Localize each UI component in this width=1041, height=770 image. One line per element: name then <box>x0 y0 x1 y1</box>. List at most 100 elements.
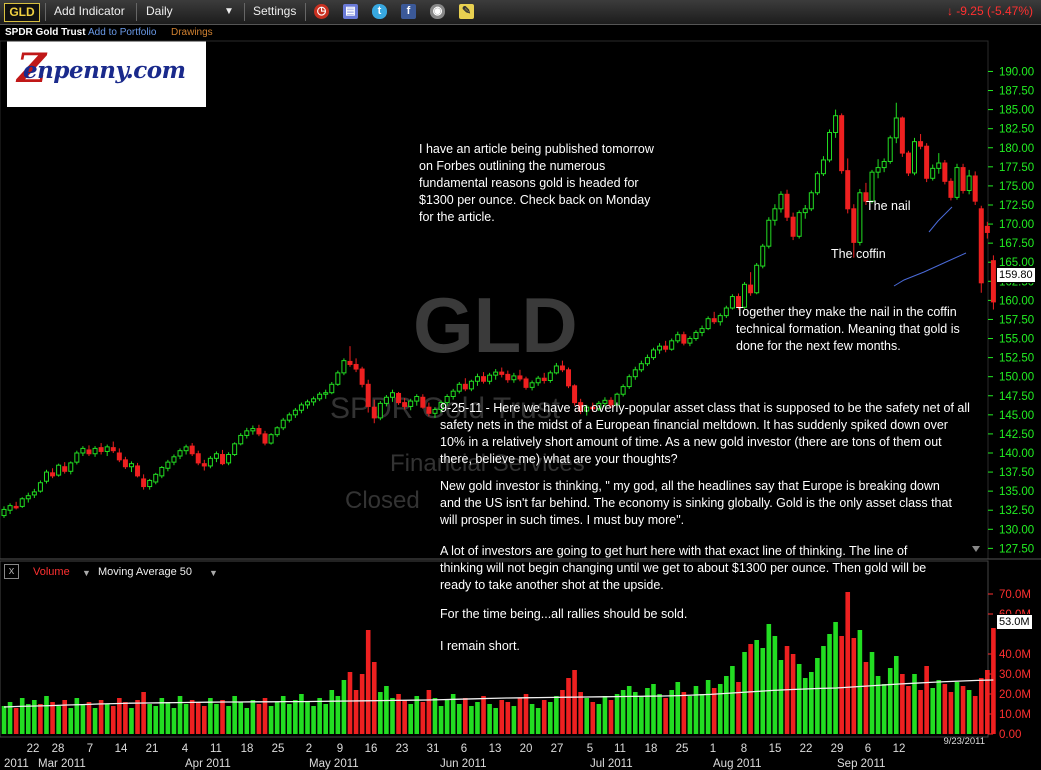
candle-body <box>7 505 13 511</box>
volume-bar <box>347 672 353 734</box>
candle-body <box>887 137 893 162</box>
date-day-label: 20 <box>520 743 533 755</box>
candle-body <box>742 283 748 308</box>
candle-body <box>620 386 626 395</box>
volume-bar <box>56 706 61 734</box>
date-month-label: Mar 2011 <box>38 758 86 770</box>
price-tick-label: 135.00 <box>999 486 1034 498</box>
volume-bar <box>572 670 577 734</box>
settings-button[interactable]: Settings <box>253 4 297 18</box>
candle-body <box>74 452 80 463</box>
chevron-down-icon[interactable]: ▼ <box>82 568 91 578</box>
volume-bar <box>948 692 954 734</box>
candle-body <box>43 471 49 482</box>
volume-tick-label: 20.0M <box>999 689 1031 701</box>
drawings-link[interactable]: Drawings <box>171 27 213 38</box>
candle-body <box>25 495 31 500</box>
candle-body <box>687 338 693 344</box>
volume-bar <box>511 706 517 734</box>
volume-bar <box>578 692 583 734</box>
volume-bar <box>608 700 614 734</box>
volume-bar <box>487 704 492 734</box>
candle-body <box>948 180 954 198</box>
camera-icon[interactable]: ◉ <box>430 4 445 19</box>
volume-bar <box>875 676 881 734</box>
price-tick-label: 167.50 <box>999 238 1034 250</box>
volume-bar <box>238 702 244 734</box>
date-day-label: 22 <box>27 743 40 755</box>
volume-bar <box>942 684 948 734</box>
twitter-icon[interactable]: t <box>372 4 387 19</box>
candle-body <box>632 369 638 378</box>
volume-bar <box>378 692 383 734</box>
chevron-down-icon[interactable]: ▼ <box>224 6 234 17</box>
candle-body <box>250 428 256 432</box>
facebook-icon[interactable]: f <box>401 4 416 19</box>
end-date-label: 9/23/2011 <box>943 736 985 747</box>
volume-bar <box>475 702 480 734</box>
candle-body <box>748 284 754 294</box>
note-icon[interactable]: ✎ <box>459 4 474 19</box>
close-icon[interactable]: x <box>4 564 19 579</box>
date-day-label: 18 <box>645 743 658 755</box>
candle-body <box>547 372 553 381</box>
volume-bar <box>505 702 511 734</box>
volume-bar <box>469 706 474 734</box>
volume-bar <box>893 656 899 734</box>
volume-bar <box>839 636 844 734</box>
candle-body <box>98 447 104 452</box>
candle-body <box>244 430 250 436</box>
interval-select[interactable]: Daily <box>146 4 173 18</box>
add-indicator-button[interactable]: Add Indicator <box>54 4 125 18</box>
chevron-down-icon[interactable]: ▼ <box>209 568 218 578</box>
volume-bar <box>299 694 304 734</box>
volume-bar <box>541 700 547 734</box>
candle-body <box>669 340 675 350</box>
volume-tick-label: 70.0M <box>999 589 1031 601</box>
zenpenny-logo[interactable]: Z enpenny.com <box>7 41 206 107</box>
toolbar-separator <box>136 3 137 21</box>
price-tick-label: 132.50 <box>999 505 1034 517</box>
candle-body <box>414 396 420 402</box>
candle-body <box>268 434 274 444</box>
candle-body <box>535 377 541 384</box>
ma-indicator-label[interactable]: Moving Average 50 <box>98 566 192 578</box>
volume-bar <box>906 686 911 734</box>
candle-body <box>286 414 292 421</box>
candle-body <box>863 192 869 202</box>
symbol-box[interactable]: GLD <box>4 3 40 22</box>
candle-body <box>602 399 608 404</box>
candle-body <box>942 162 948 182</box>
candle-body <box>389 392 395 398</box>
add-to-portfolio-link[interactable]: Add to Portfolio <box>88 27 157 38</box>
candle-body <box>274 427 280 436</box>
alarm-clock-icon[interactable]: ◷ <box>314 4 329 19</box>
candle-body <box>213 453 219 459</box>
candle-body <box>893 117 899 139</box>
volume-bar <box>499 700 505 734</box>
volume-bar <box>226 706 231 734</box>
volume-bar <box>323 704 329 734</box>
portfolio-icon[interactable]: ▤ <box>343 4 358 19</box>
volume-bar <box>523 694 529 734</box>
candle-body <box>444 396 450 404</box>
candle-body <box>456 383 462 392</box>
volume-bar <box>614 694 620 734</box>
volume-bar <box>918 690 923 734</box>
volume-bar <box>80 704 86 734</box>
candle-body <box>341 360 347 374</box>
volume-indicator-label[interactable]: Volume <box>33 566 70 578</box>
volume-bar <box>724 676 729 734</box>
candle-body <box>468 380 474 390</box>
volume-bar <box>717 684 723 734</box>
candle-body <box>298 404 304 411</box>
price-tick-label: 187.50 <box>999 86 1034 98</box>
volume-tick-label: 40.0M <box>999 649 1031 661</box>
price-tick-label: 180.00 <box>999 143 1034 155</box>
volume-bar <box>293 700 298 734</box>
volume-bar <box>104 704 110 734</box>
candle-body <box>159 466 165 477</box>
candle-body <box>553 365 559 374</box>
volume-bar <box>851 638 857 734</box>
